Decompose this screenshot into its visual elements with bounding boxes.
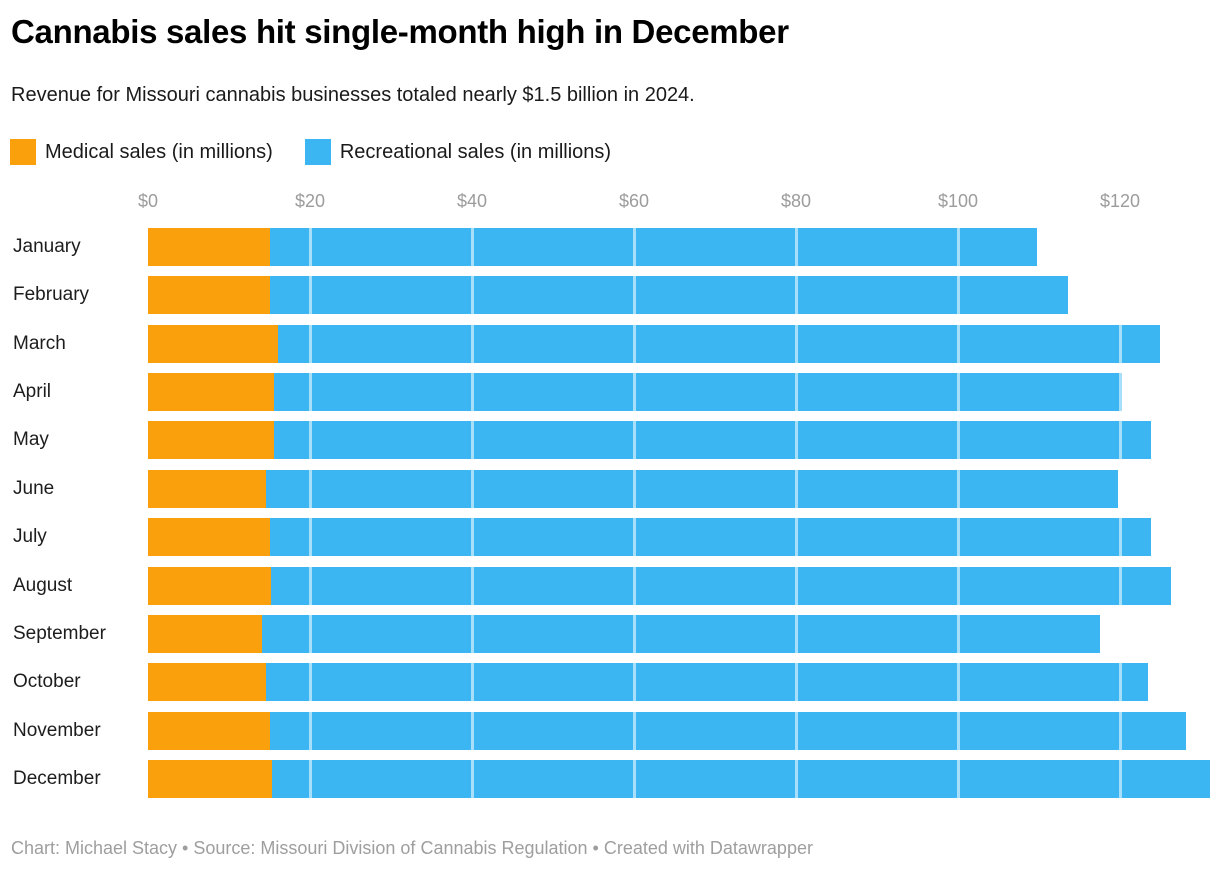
category-label-april: April	[13, 381, 52, 402]
legend-item-medical: Medical sales (in millions)	[10, 139, 273, 165]
axis-tick-label: $100	[937, 191, 979, 211]
bar-segment-medical-december[interactable]	[148, 760, 272, 798]
bar-segment-recreational-february[interactable]	[270, 276, 1069, 314]
category-label-july: July	[13, 526, 47, 547]
bar-segment-recreational-june[interactable]	[266, 470, 1119, 508]
bar-segment-medical-june[interactable]	[148, 470, 267, 508]
bar-segment-medical-august[interactable]	[148, 567, 272, 605]
bar-segment-recreational-september[interactable]	[262, 615, 1100, 653]
medical-swatch-icon	[10, 139, 36, 165]
bar-segment-medical-september[interactable]	[148, 615, 263, 653]
legend-label-recreational: Recreational sales (in millions)	[339, 140, 612, 163]
bar-segment-medical-february[interactable]	[148, 276, 271, 314]
bar-segment-medical-july[interactable]	[148, 518, 271, 556]
axis-tick-label: $0	[137, 191, 159, 211]
bar-segment-recreational-july[interactable]	[270, 518, 1151, 556]
legend: Medical sales (in millions) Recreational…	[10, 139, 643, 165]
category-label-june: June	[13, 478, 55, 499]
bar-segment-medical-january[interactable]	[148, 228, 271, 266]
axis-tick-label: $120	[1099, 191, 1141, 211]
chart-attribution: Chart: Michael Stacy • Source: Missouri …	[11, 838, 813, 858]
axis-tick-label: $20	[294, 191, 326, 211]
category-label-september: September	[13, 623, 106, 644]
bar-segment-recreational-march[interactable]	[277, 325, 1161, 363]
category-label-december: December	[13, 768, 101, 789]
bar-segment-recreational-august[interactable]	[271, 567, 1172, 605]
category-label-february: February	[13, 284, 90, 305]
chart-subtitle: Revenue for Missouri cannabis businesses…	[11, 84, 695, 106]
category-label-march: March	[13, 333, 66, 354]
axis-tick-label: $80	[780, 191, 812, 211]
recreational-swatch-icon	[304, 139, 331, 165]
category-label-august: August	[13, 575, 73, 596]
legend-item-recreational: Recreational sales (in millions)	[304, 139, 612, 165]
bar-segment-recreational-october[interactable]	[266, 663, 1148, 701]
bar-segment-medical-may[interactable]	[148, 421, 274, 459]
bar-segment-medical-october[interactable]	[148, 663, 267, 701]
axis-tick-label: $40	[456, 191, 488, 211]
bar-segment-medical-april[interactable]	[148, 373, 274, 411]
bar-segment-recreational-may[interactable]	[273, 421, 1151, 459]
category-label-may: May	[13, 429, 49, 450]
bar-segment-recreational-december[interactable]	[271, 760, 1210, 798]
bar-segment-recreational-january[interactable]	[270, 228, 1038, 266]
category-label-october: October	[13, 671, 81, 692]
chart-title: Cannabis sales hit single-month high in …	[11, 13, 789, 50]
axis-tick-label: $60	[618, 191, 650, 211]
bar-segment-recreational-april[interactable]	[273, 373, 1123, 411]
category-label-november: November	[13, 720, 101, 741]
category-label-january: January	[13, 236, 81, 257]
bar-segment-medical-november[interactable]	[148, 712, 270, 750]
legend-label-medical: Medical sales (in millions)	[45, 140, 273, 163]
bar-segment-medical-march[interactable]	[148, 325, 278, 363]
bar-segment-recreational-november[interactable]	[269, 712, 1186, 750]
